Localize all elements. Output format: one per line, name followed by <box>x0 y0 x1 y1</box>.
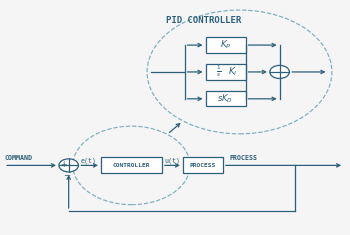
Text: +: + <box>60 160 66 169</box>
Text: $\frac{1}{s}$: $\frac{1}{s}$ <box>216 63 222 78</box>
Bar <box>205 64 246 79</box>
Text: PROCESS: PROCESS <box>190 163 216 168</box>
Bar <box>205 91 246 106</box>
Text: e(t): e(t) <box>80 157 96 164</box>
Text: CONTROLLER: CONTROLLER <box>113 163 150 168</box>
Text: $K_I$: $K_I$ <box>229 66 238 78</box>
Bar <box>183 157 223 173</box>
Bar <box>101 157 162 173</box>
Bar <box>205 38 246 53</box>
Text: PID CONTROLLER: PID CONTROLLER <box>166 16 242 25</box>
Text: COMMAND: COMMAND <box>4 155 32 161</box>
Circle shape <box>59 159 78 172</box>
Text: u(t): u(t) <box>164 157 180 164</box>
Text: $K_P$: $K_P$ <box>220 39 231 51</box>
Text: PROCESS: PROCESS <box>229 155 257 161</box>
Text: $sK_D$: $sK_D$ <box>217 93 233 105</box>
Circle shape <box>270 65 289 78</box>
Text: −: − <box>63 171 70 180</box>
